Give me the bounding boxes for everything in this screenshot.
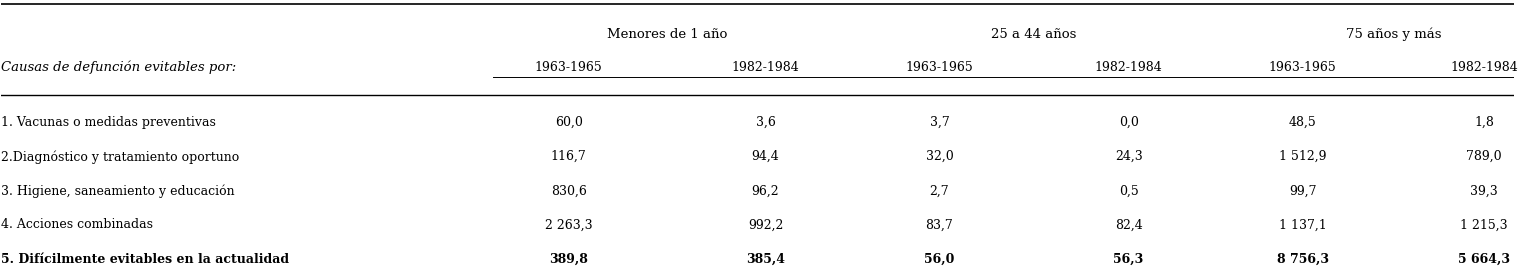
Text: 8 756,3: 8 756,3 [1277,253,1329,265]
Text: 1 512,9: 1 512,9 [1279,150,1326,163]
Text: 25 a 44 años: 25 a 44 años [992,28,1077,41]
Text: 1963-1965: 1963-1965 [1268,61,1337,74]
Text: 83,7: 83,7 [926,218,954,231]
Text: 3,7: 3,7 [929,116,949,129]
Text: 389,8: 389,8 [549,253,588,265]
Text: Causas de defunción evitables por:: Causas de defunción evitables por: [2,60,237,74]
Text: 32,0: 32,0 [926,150,954,163]
Text: 1982-1984: 1982-1984 [731,61,800,74]
Text: 1982-1984: 1982-1984 [1094,61,1163,74]
Text: 5. Difícilmente evitables en la actualidad: 5. Difícilmente evitables en la actualid… [2,253,290,265]
Text: 75 años y más: 75 años y más [1346,27,1441,41]
Text: 1963-1965: 1963-1965 [905,61,974,74]
Text: 39,3: 39,3 [1470,184,1499,197]
Text: 1 137,1: 1 137,1 [1279,218,1326,231]
Text: 830,6: 830,6 [551,184,586,197]
Text: 0,5: 0,5 [1119,184,1138,197]
Text: 5 664,3: 5 664,3 [1459,253,1511,265]
Text: 116,7: 116,7 [551,150,586,163]
Text: 1 215,3: 1 215,3 [1460,218,1508,231]
Text: 60,0: 60,0 [555,116,583,129]
Text: 82,4: 82,4 [1114,218,1143,231]
Text: 1. Vacunas o medidas preventivas: 1. Vacunas o medidas preventivas [2,116,217,129]
Text: 3,6: 3,6 [755,116,775,129]
Text: 1982-1984: 1982-1984 [1450,61,1518,74]
Text: 0,0: 0,0 [1119,116,1138,129]
Text: 99,7: 99,7 [1289,184,1317,197]
Text: 1,8: 1,8 [1474,116,1494,129]
Text: 56,3: 56,3 [1114,253,1143,265]
Text: 789,0: 789,0 [1466,150,1502,163]
Text: 94,4: 94,4 [752,150,780,163]
Text: 2,7: 2,7 [929,184,949,197]
Text: 56,0: 56,0 [925,253,955,265]
Text: 2 263,3: 2 263,3 [545,218,592,231]
Text: 48,5: 48,5 [1288,116,1317,129]
Text: 3. Higiene, saneamiento y educación: 3. Higiene, saneamiento y educación [2,184,235,198]
Text: 385,4: 385,4 [746,253,784,265]
Text: 24,3: 24,3 [1114,150,1143,163]
Text: 96,2: 96,2 [752,184,780,197]
Text: 2.Diagnóstico y tratamiento oportuno: 2.Diagnóstico y tratamiento oportuno [2,150,240,164]
Text: Menores de 1 año: Menores de 1 año [607,28,728,41]
Text: 4. Acciones combinadas: 4. Acciones combinadas [2,218,154,231]
Text: 992,2: 992,2 [748,218,783,231]
Text: 1963-1965: 1963-1965 [536,61,603,74]
